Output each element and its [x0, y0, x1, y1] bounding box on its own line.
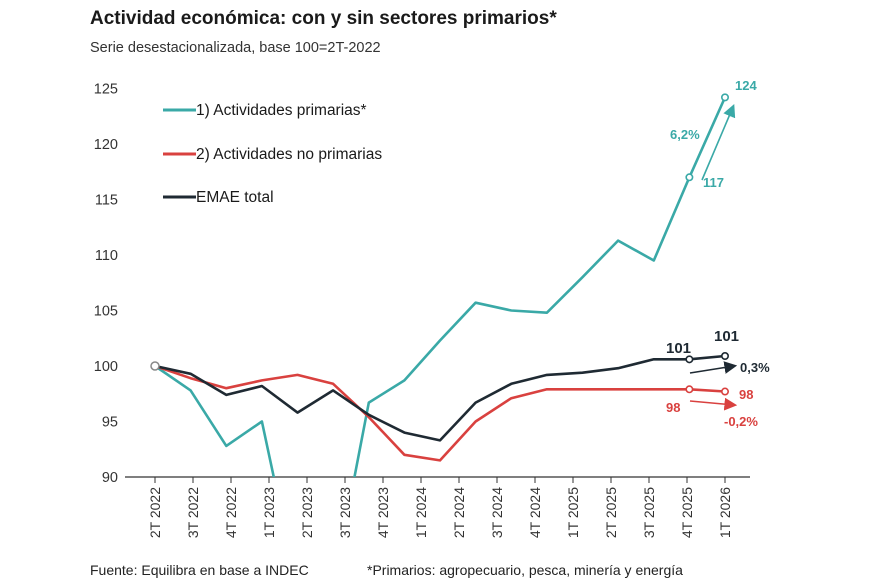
- legend-label-no_primarias: 2) Actividades no primarias: [196, 146, 382, 163]
- x-tick-label: 2T 2023: [299, 487, 315, 538]
- end-point-marker-primarias: [685, 173, 694, 182]
- arrow-emae: [689, 361, 738, 374]
- arrow-no-primarias: [689, 397, 738, 411]
- annotation-emae-prev: 101: [666, 340, 691, 357]
- y-tick-label: 120: [94, 137, 118, 153]
- x-tick-label: 1T 2026: [717, 487, 733, 538]
- x-tick-label: 3T 2024: [489, 487, 505, 538]
- annotation-primarias-change: 6,2%: [670, 127, 700, 142]
- y-tick-label: 90: [102, 470, 118, 486]
- chart-title: Actividad económica: con y sin sectores …: [90, 8, 557, 29]
- y-tick-label: 100: [94, 359, 118, 375]
- chart-subtitle: Serie desestacionalizada, base 100=2T-20…: [90, 40, 381, 56]
- x-tick-label: 2T 2025: [603, 487, 619, 538]
- legend-label-emae: EMAE total: [196, 189, 274, 206]
- annotation-no-primarias-prev: 98: [666, 400, 680, 415]
- annotation-no-primarias-last: 98: [739, 387, 753, 402]
- end-point-marker-emae: [720, 352, 729, 361]
- x-tick-label: 3T 2022: [185, 487, 201, 538]
- x-tick-label: 4T 2022: [223, 487, 239, 538]
- legend-label-primarias: 1) Actividades primarias*: [196, 102, 367, 119]
- arrow-primarias: [701, 104, 736, 181]
- y-tick-label: 105: [94, 304, 118, 320]
- y-tick-label: 125: [94, 82, 118, 98]
- end-point-marker-primarias: [720, 93, 729, 102]
- x-tick-label: 1T 2023: [261, 487, 277, 538]
- end-point-marker-no_primarias: [720, 387, 729, 396]
- x-tick-label: 2T 2024: [451, 487, 467, 538]
- x-tick-label: 1T 2024: [413, 487, 429, 538]
- y-tick-label: 95: [102, 415, 118, 431]
- y-tick-label: 110: [95, 248, 118, 264]
- x-tick-label: 3T 2025: [641, 487, 657, 538]
- primary-sectors-note: *Primarios: agropecuario, pesca, minería…: [367, 562, 683, 578]
- x-tick-label: 2T 2022: [147, 487, 163, 538]
- series-line-no_primarias: [154, 364, 726, 462]
- y-tick-label: 115: [95, 193, 118, 209]
- annotation-no-primarias-change: -0,2%: [724, 414, 758, 429]
- annotation-emae-change: 0,3%: [740, 360, 770, 375]
- x-tick-label: 4T 2023: [375, 487, 391, 538]
- series-line-emae: [154, 354, 726, 442]
- annotation-emae-last: 101: [714, 328, 739, 345]
- x-tick-label: 4T 2024: [527, 487, 543, 538]
- series-line-primarias: [154, 96, 727, 477]
- start-point-marker: [150, 361, 160, 371]
- x-tick-label: 3T 2023: [337, 487, 353, 538]
- end-point-marker-emae: [685, 355, 694, 364]
- annotation-primarias-prev: 117: [703, 175, 724, 190]
- line-chart: 90 95 100 105 110 115 120 125 2T 2022 3T 2022 4T 2…: [94, 78, 770, 538]
- x-tick-label: 4T 2025: [679, 487, 695, 538]
- end-point-marker-no_primarias: [685, 385, 694, 394]
- source-note: Fuente: Equilibra en base a INDEC: [90, 562, 309, 578]
- annotation-primarias-last: 124: [735, 78, 757, 93]
- x-tick-label: 1T 2025: [565, 487, 581, 538]
